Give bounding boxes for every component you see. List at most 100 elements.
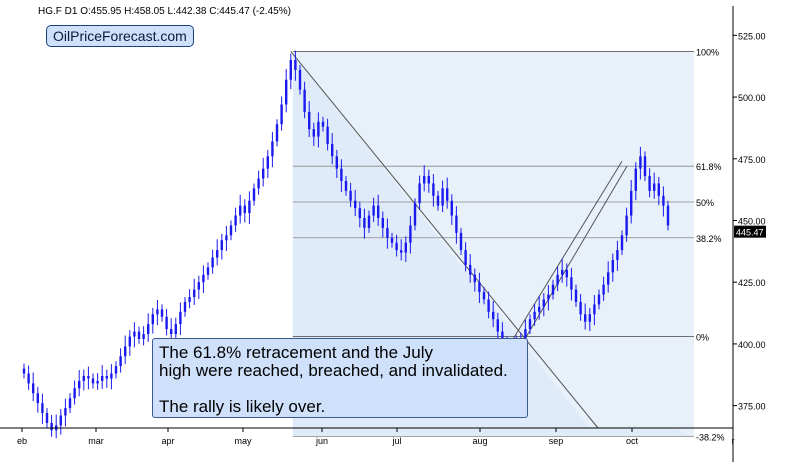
candles [22, 50, 670, 439]
price-tick-label: 500.00 [738, 93, 766, 103]
candle-body [27, 373, 30, 384]
candle-body [285, 79, 288, 105]
candle-body [611, 259, 614, 273]
candle-body [308, 111, 311, 130]
price-tick-label: 375.00 [738, 402, 766, 412]
price-tick-label: 400.00 [738, 340, 766, 350]
candle-body [280, 104, 283, 125]
candle-body [197, 282, 200, 290]
candle-body [524, 329, 527, 339]
candle-body [446, 188, 449, 201]
date-tick-label: mar [88, 436, 104, 446]
candle-body [538, 306, 541, 312]
candle-body [588, 314, 591, 322]
candle-body [114, 366, 118, 374]
candle-body [335, 156, 338, 169]
candle-body [211, 257, 214, 268]
candle-body [473, 274, 476, 283]
candle-body [565, 269, 568, 278]
candle-body [50, 422, 53, 431]
candle-body [639, 156, 642, 169]
candle-body [271, 141, 274, 157]
candle-body [188, 297, 191, 302]
candle-body [377, 205, 380, 219]
candle-body [441, 188, 444, 206]
candle-body [436, 195, 440, 206]
candle-body [450, 200, 453, 216]
candle-body [239, 205, 242, 216]
candle-body [469, 264, 472, 275]
candle-body [101, 376, 104, 381]
fib-label: 100% [696, 47, 719, 57]
date-tick-label: aug [472, 436, 487, 446]
candle-body [607, 272, 610, 285]
candle-body [225, 235, 228, 241]
candle-body [367, 215, 371, 228]
candle-body [317, 121, 320, 137]
candle-body [294, 60, 297, 70]
callout-line-2: high were reached, breached, and invalid… [159, 361, 508, 380]
fibonacci-levels: 100% 61.8% 50% 38.2% 0% -38.2% [292, 47, 725, 442]
candle-body [496, 319, 499, 332]
candle-body [193, 289, 196, 298]
candle-body [289, 60, 292, 80]
candle-body [363, 218, 366, 228]
price-tick-label: 450.00 [738, 216, 766, 226]
candle-body [331, 143, 334, 157]
candle-body [648, 176, 651, 191]
candle-body [119, 356, 122, 367]
candle-body [427, 176, 430, 184]
ticker-info: HG.F D1 O:455.95 H:458.05 L:442.38 C:445… [38, 6, 291, 17]
callout-line-1: The 61.8% retracement and the July [159, 343, 434, 362]
descending-trendline [290, 51, 599, 429]
fib-label: -38.2% [696, 432, 725, 442]
candle-body [248, 200, 251, 214]
fib-label: 0% [696, 333, 709, 343]
candle-body [68, 398, 72, 409]
date-tick-label: jul [391, 436, 401, 446]
candle-body [630, 190, 633, 216]
candle-body [73, 388, 76, 399]
annotation-callout: The 61.8% retracement and the July high … [152, 338, 528, 418]
candle-body [110, 373, 113, 379]
price-tick-label: 525.00 [738, 31, 766, 41]
date-tick-label: apr [161, 436, 174, 446]
candle-body [533, 311, 536, 320]
candle-body [400, 250, 403, 253]
candle-body [556, 274, 559, 285]
candle-body [459, 232, 463, 251]
candle-body [262, 168, 265, 179]
candle-body [165, 316, 168, 330]
candle-body [395, 242, 398, 251]
candle-body [36, 393, 39, 404]
candle-body [593, 304, 596, 315]
candle-body [142, 334, 145, 339]
candle-body [174, 324, 177, 335]
candle-body [91, 378, 95, 384]
candle-body [432, 183, 435, 196]
candle-body [381, 218, 384, 228]
candle-body [561, 269, 564, 275]
candle-body [133, 331, 136, 337]
candle-body [662, 195, 665, 206]
candle-body [64, 408, 67, 416]
candle-body [59, 415, 62, 426]
brand-logo: OilPriceForecast.com [46, 25, 194, 47]
candle-body [220, 240, 223, 251]
candle-body [620, 235, 624, 251]
date-tick-label: oct [626, 436, 639, 446]
candle-body [551, 284, 555, 295]
candle-body [344, 180, 348, 191]
candle-body [657, 183, 660, 196]
candle-body [372, 205, 375, 216]
candle-body [653, 183, 656, 191]
candle-body [229, 225, 233, 236]
candle-body [574, 289, 578, 302]
candle-body [87, 376, 90, 379]
candle-body [547, 294, 550, 300]
date-tick-label: sep [549, 436, 564, 446]
candle-body [41, 403, 44, 414]
fib-label: 50% [696, 198, 714, 208]
date-tick-label: jun [315, 436, 328, 446]
candle-body [151, 314, 154, 325]
